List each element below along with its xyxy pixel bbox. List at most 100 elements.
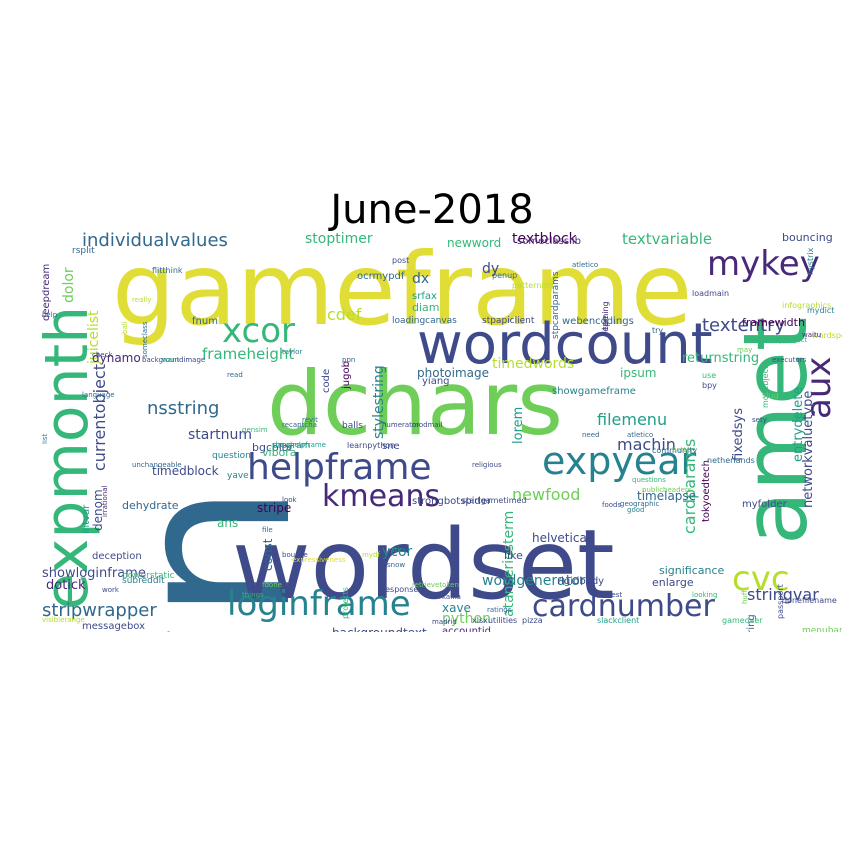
- word-49: atanseriesterm: [501, 511, 517, 618]
- word-157: netherlands: [707, 456, 755, 465]
- word-93: myfolder: [742, 499, 787, 510]
- word-170: look: [282, 496, 297, 504]
- word-60: framewidth: [742, 316, 805, 329]
- word-95: significance: [659, 564, 725, 577]
- word-147: kafka: [442, 593, 461, 601]
- word-37: fixedsys: [731, 407, 746, 461]
- word-168: someclass: [141, 321, 149, 358]
- word-113: post: [392, 256, 410, 265]
- word-68: loadingcanvas: [392, 316, 457, 326]
- word-148: madrid: [432, 618, 457, 626]
- word-16: individualvalues: [82, 232, 228, 251]
- word-59: bouncing: [782, 232, 833, 244]
- word-173: bounce: [282, 551, 308, 559]
- word-174: expressiveness: [292, 556, 346, 564]
- word-27: frameheight: [202, 345, 295, 363]
- word-155: atletico: [627, 431, 654, 439]
- word-159: need: [582, 431, 600, 439]
- word-50: wordgenerator: [482, 573, 586, 589]
- word-133: learnpython: [347, 441, 396, 450]
- word-129: recaptcha: [282, 421, 317, 429]
- word-13: mykey: [707, 244, 820, 284]
- word-132: numerator: [382, 421, 420, 429]
- word-67: webencodings: [562, 316, 634, 327]
- word-160: myproject: [772, 336, 808, 344]
- word-114: flitthink: [152, 266, 183, 275]
- word-12: xcor: [222, 311, 295, 351]
- word-116: help: [42, 311, 58, 319]
- word-31: stoptimer: [305, 232, 373, 247]
- word-42: showloginframe: [42, 566, 146, 581]
- word-136: startgametimed: [462, 496, 527, 505]
- word-62: dy: [482, 261, 500, 277]
- word-84: const: [261, 538, 275, 571]
- word-123: irrational: [101, 485, 109, 517]
- word-112: penup: [492, 271, 518, 280]
- word-107: loadmain: [692, 289, 730, 298]
- word-56: xave: [442, 601, 471, 615]
- word-88: yiang: [422, 376, 450, 387]
- word-14: cvc: [732, 559, 790, 599]
- word-100: infographics: [782, 301, 832, 310]
- word-161: may: [737, 346, 753, 354]
- word-158: better: [672, 446, 694, 454]
- word-182: visiblerange: [42, 616, 85, 624]
- word-118: language: [82, 391, 115, 399]
- word-80: subreddit: [122, 576, 165, 586]
- word-172: yave: [227, 471, 249, 481]
- word-11: cardnumber: [532, 589, 715, 624]
- word-126: taylor: [282, 348, 303, 356]
- word-7: helpframe: [247, 447, 432, 488]
- word-183: atletico: [572, 261, 599, 269]
- word-21: newfood: [512, 485, 581, 504]
- word-79: bowerstatic: [122, 571, 175, 581]
- word-145: responses: [382, 585, 423, 594]
- word-127: ppn: [342, 356, 356, 364]
- word-154: geographic: [620, 500, 660, 508]
- word-97: use: [702, 371, 717, 380]
- word-109: learning: [601, 301, 610, 335]
- word-152: publicheaders: [642, 486, 692, 494]
- word-121: question: [212, 451, 251, 461]
- word-47: stripe: [257, 501, 292, 515]
- word-71: srfax: [412, 291, 437, 302]
- word-23: currentobject: [90, 363, 109, 471]
- word-20: stripwrapper: [42, 600, 157, 621]
- word-78: deception: [92, 551, 142, 562]
- word-89: balls: [342, 421, 363, 431]
- word-146: ratings: [487, 606, 512, 614]
- word-142: donefilename: [782, 596, 837, 605]
- word-19: textentry: [702, 315, 786, 336]
- word-83: ans: [217, 516, 239, 530]
- word-111: stpcardparams: [551, 271, 561, 340]
- word-64: newword: [447, 236, 502, 250]
- word-143: fdone: [262, 581, 282, 589]
- word-10: loginframe: [227, 584, 411, 624]
- word-153: good: [627, 506, 645, 514]
- word-99: movebjects: [761, 361, 770, 409]
- word-40: returnstring: [682, 351, 760, 366]
- word-176: mydf: [362, 551, 380, 559]
- word-29: filemenu: [597, 410, 668, 429]
- word-77: messagebox: [82, 621, 146, 632]
- word-165: huff: [741, 589, 749, 604]
- word-117: check: [92, 351, 113, 359]
- word-17: textblock: [512, 232, 577, 247]
- word-119: list: [42, 433, 49, 444]
- word-122: unchangeable: [132, 461, 182, 469]
- word-43: dotick: [46, 578, 86, 593]
- word-26: nsstring: [147, 398, 220, 419]
- word-124: backgroundimage: [142, 356, 206, 364]
- word-98: bpy: [702, 381, 717, 390]
- word-69: stpapiclient: [482, 316, 535, 326]
- word-2: wordset: [232, 509, 615, 621]
- word-149: foods: [602, 501, 622, 509]
- word-178: retrievetoken: [412, 581, 459, 589]
- word-181: work: [102, 586, 119, 594]
- word-171: file: [262, 526, 273, 534]
- word-52: helvetica: [532, 531, 587, 545]
- word-94: enlarge: [652, 576, 694, 589]
- word-91: strongbotspider: [412, 496, 492, 507]
- word-105: slug: [762, 391, 779, 400]
- word-76: accountid: [442, 626, 491, 633]
